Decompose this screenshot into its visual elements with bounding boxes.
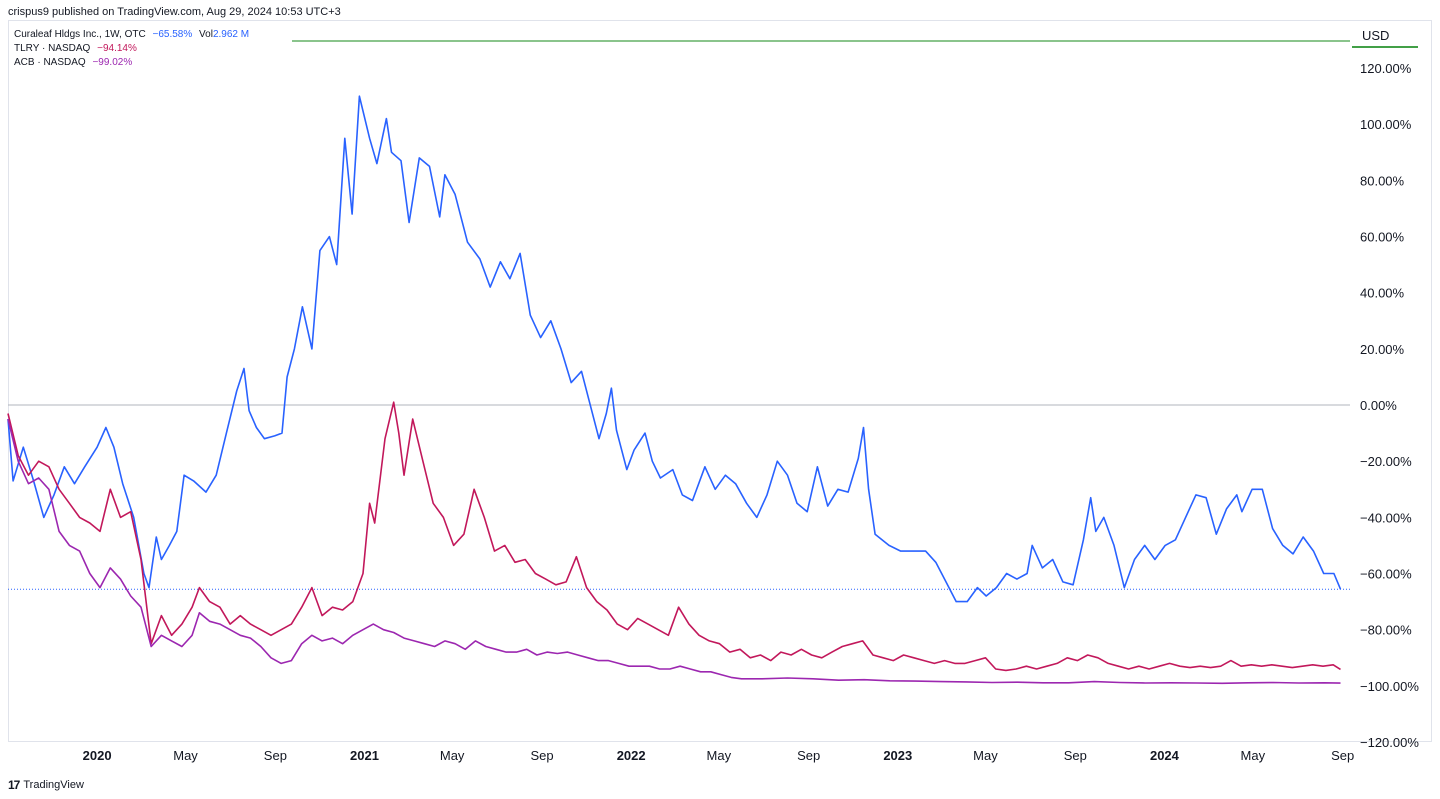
footer-brand: TradingView <box>23 779 84 791</box>
x-tick-label: 2023 <box>883 748 912 763</box>
x-tick-label: Sep <box>264 748 287 763</box>
legend-main-change: −65.58% <box>152 29 193 40</box>
legend-row-curaleaf[interactable]: Curaleaf Hldgs Inc., 1W, OTC −65.58% Vol… <box>14 28 253 42</box>
y-tick-label: 40.00% <box>1360 286 1405 301</box>
currency-selector[interactable]: USD <box>1352 24 1418 48</box>
legend-main-name: Curaleaf Hldgs Inc., 1W, OTC <box>14 29 146 40</box>
x-tick-label: 2020 <box>83 748 112 763</box>
legend-vol-unit: M <box>240 29 250 40</box>
y-tick-label: −60.00% <box>1360 567 1412 582</box>
x-tick-label: Sep <box>1064 748 1087 763</box>
series-line-curaleaf[interactable] <box>7 95 1342 603</box>
y-tick-label: 0.00% <box>1360 398 1397 413</box>
x-tick-label: Sep <box>797 748 820 763</box>
footer: 17 TradingView <box>8 778 84 792</box>
chart-frame <box>8 20 1432 742</box>
y-tick-label: 120.00% <box>1360 61 1412 76</box>
x-tick-label: May <box>973 748 998 763</box>
x-tick-label: Sep <box>530 748 553 763</box>
x-tick-label: 2024 <box>1150 748 1180 763</box>
publish-line: crispus9 published on TradingView.com, A… <box>8 6 341 18</box>
y-tick-label: 80.00% <box>1360 173 1405 188</box>
y-tick-label: 60.00% <box>1360 230 1405 245</box>
x-tick-label: May <box>440 748 465 763</box>
series-line-tlry[interactable] <box>7 401 1341 672</box>
tradingview-logo-icon: 17 <box>8 778 20 792</box>
y-tick-label: 100.00% <box>1360 117 1412 132</box>
x-tick-label: 2021 <box>350 748 379 763</box>
x-tick-label: 2022 <box>617 748 646 763</box>
legend: Curaleaf Hldgs Inc., 1W, OTC −65.58% Vol… <box>14 28 253 70</box>
y-tick-label: −40.00% <box>1360 510 1412 525</box>
series-line-acb[interactable] <box>7 418 1341 685</box>
legend-row-tlry[interactable]: TLRY · NASDAQ −94.14% <box>14 42 253 56</box>
legend-tlry-change: −94.14% <box>97 43 137 54</box>
x-tick-label: May <box>707 748 732 763</box>
y-tick-label: −120.00% <box>1360 735 1419 750</box>
legend-row-acb[interactable]: ACB · NASDAQ −99.02% <box>14 56 253 70</box>
y-tick-label: −20.00% <box>1360 454 1412 469</box>
legend-acb-name: ACB · NASDAQ <box>14 57 86 68</box>
x-tick-label: May <box>173 748 198 763</box>
x-tick-label: May <box>1241 748 1266 763</box>
legend-acb-change: −99.02% <box>92 57 133 68</box>
x-tick-label: Sep <box>1331 748 1354 763</box>
y-tick-label: 20.00% <box>1360 342 1405 357</box>
legend-tlry-name: TLRY · NASDAQ <box>14 43 91 54</box>
y-tick-label: −100.00% <box>1360 679 1419 694</box>
legend-vol-label: Vol <box>199 29 213 40</box>
legend-vol-value: 2.962 <box>212 29 238 40</box>
y-tick-label: −80.00% <box>1360 623 1412 638</box>
